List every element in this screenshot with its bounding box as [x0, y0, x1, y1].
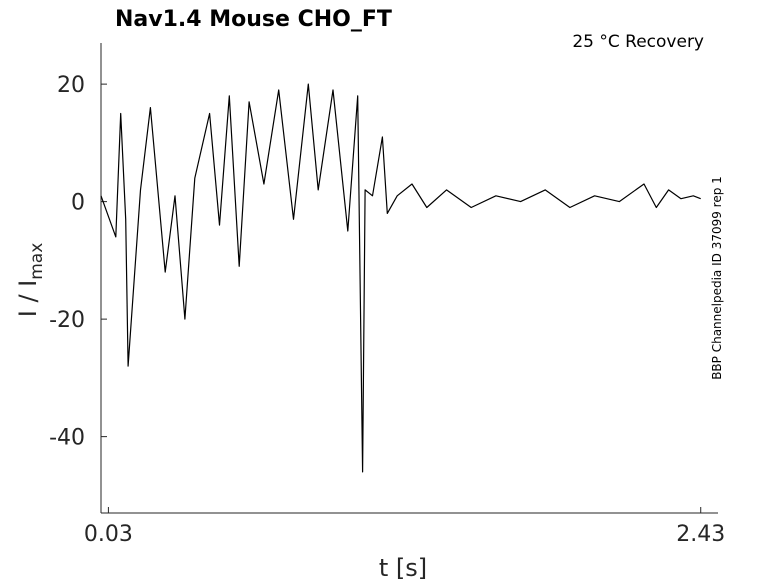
y-tick-label: 20 [57, 73, 85, 98]
source-label: BBP Channelpedia ID 37099 rep 1 [710, 176, 724, 380]
x-tick-label: 2.43 [676, 522, 725, 547]
traces [100, 83, 701, 473]
condition-annotation: 25 °C Recovery [572, 32, 704, 52]
svg-text:I / Imax: I / Imax [14, 243, 47, 318]
y-axis-label-subscript: max [27, 243, 47, 280]
y-tick-label: -40 [49, 426, 85, 451]
x-axis-label: t [s] [379, 554, 427, 582]
plot-area: 20 0 -20 -40 0.03 2.43 [49, 43, 725, 547]
series-line [100, 83, 701, 473]
x-ticks: 0.03 2.43 [84, 507, 725, 547]
y-tick-label: -20 [49, 308, 85, 333]
y-axis-label: I / Imax [14, 243, 47, 318]
y-axis-label-main: I / I [14, 280, 42, 318]
source-label-text: BBP Channelpedia ID 37099 rep 1 [710, 176, 724, 380]
chart-title: Nav1.4 Mouse CHO_FT [115, 7, 392, 32]
y-tick-label: 0 [71, 191, 85, 216]
x-tick-label: 0.03 [84, 522, 133, 547]
y-ticks: 20 0 -20 -40 [49, 73, 107, 451]
